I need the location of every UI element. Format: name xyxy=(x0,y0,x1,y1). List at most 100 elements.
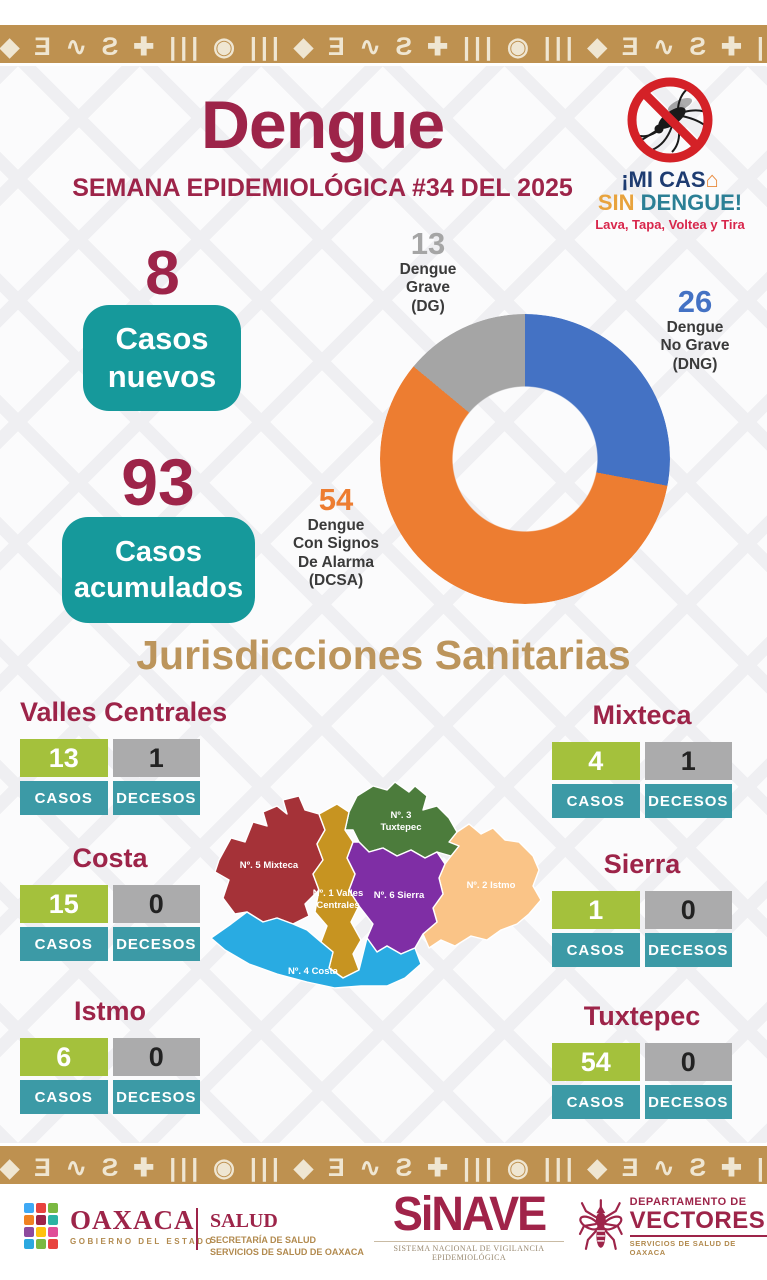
dcsa-line3: De Alarma xyxy=(297,553,375,571)
donut-label-dcsa: 54 Dengue Con Signos De Alarma (DCSA) xyxy=(278,482,394,591)
footer-divider xyxy=(196,1208,198,1250)
oaxaca-subtext: GOBIERNO DEL ESTADO xyxy=(70,1236,215,1246)
dg-value: 13 xyxy=(410,226,446,261)
campaign-line1: ¡MI CAS⌂ xyxy=(578,168,762,191)
jurisdiction-card-sierra: Sierra 1 0 CASOS DECESOS xyxy=(552,849,732,967)
mosquito-icon xyxy=(578,1198,623,1250)
new-cases-box: Casos nuevos xyxy=(83,305,241,411)
decesos-value: 0 xyxy=(644,891,732,929)
decorative-border-bottom: ◆ Ǝ ∿ Ƨ ✚ ||| ◉ ||| ◆ Ǝ ∿ Ƨ ✚ ||| ◉ ||| … xyxy=(0,1143,767,1187)
jurisdiction-name: Mixteca xyxy=(592,700,692,730)
dng-line3: (DNG) xyxy=(672,355,718,373)
vectores-line1: DEPARTAMENTO DE xyxy=(629,1196,747,1208)
jurisdiction-name: Valles Centrales xyxy=(20,697,228,727)
donut-chart xyxy=(380,314,670,604)
cumulative-cases-value: 93 xyxy=(121,445,195,519)
vectores-wordmark: VECTORES xyxy=(629,1207,766,1235)
decesos-value: 0 xyxy=(644,1043,732,1081)
jurisdiction-card-costa: Costa 15 0 CASOS DECESOS xyxy=(20,843,200,961)
map-label-valles-2: Centrales xyxy=(316,900,359,911)
dcsa-line1: Dengue xyxy=(307,516,365,534)
casos-value: 13 xyxy=(20,739,108,777)
map-label-valles-1: Nº. 1 Valles xyxy=(313,888,363,899)
jurisdiction-card-istmo: Istmo 6 0 CASOS DECESOS xyxy=(20,996,200,1114)
salud-logo: SALUD SECRETARÍA DE SALUD SERVICIOS DE S… xyxy=(210,1211,364,1258)
vectores-subtext: SERVICIOS DE SALUD DE OAXACA xyxy=(629,1235,767,1257)
sinave-caption: SISTEMA NACIONAL DE VIGILANCIA EPIDEMIOL… xyxy=(374,1241,564,1262)
map-label-mixteca: Nº. 5 Mixteca xyxy=(240,860,299,871)
jurisdictions-heading: Jurisdicciones Sanitarias xyxy=(136,632,631,678)
casos-value: 1 xyxy=(552,891,640,929)
cumulative-cases-label-line2: acumulados xyxy=(73,572,244,604)
casos-value: 6 xyxy=(20,1038,108,1076)
page-subtitle: SEMANA EPIDEMIOLÓGICA #34 DEL 2025 xyxy=(72,174,573,202)
oaxaca-wordmark: OAXACA xyxy=(70,1204,195,1235)
new-cases-value: 8 xyxy=(145,239,180,308)
casos-label: CASOS xyxy=(20,927,108,961)
salud-line1: SECRETARÍA DE SALUD xyxy=(210,1235,317,1245)
campaign-tagline: Lava, Tapa, Voltea y Tira xyxy=(595,217,745,233)
donut-label-dengue-grave: 13 Dengue Grave (DG) xyxy=(372,226,484,316)
decesos-label: DECESOS xyxy=(112,781,200,815)
house-icon: ⌂ xyxy=(705,167,719,192)
campaign-logo: ¡MI CAS⌂ SIN DENGUE! Lava, Tapa, Voltea … xyxy=(578,72,762,232)
dng-line2: No Grave xyxy=(660,337,730,355)
map-label-sierra: Nº. 6 Sierra xyxy=(374,890,425,901)
casos-value: 15 xyxy=(20,885,108,923)
decesos-label: DECESOS xyxy=(112,927,200,961)
casos-label: CASOS xyxy=(20,1080,108,1114)
dg-line2: Grave xyxy=(406,279,450,297)
salud-line2: SERVICIOS DE SALUD DE OAXACA xyxy=(210,1247,364,1258)
decesos-value: 1 xyxy=(644,742,732,780)
donut-label-dengue-no-grave: 26 Dengue No Grave (DNG) xyxy=(628,284,762,374)
campaign-line2: SIN DENGUE! xyxy=(578,191,762,214)
decesos-label: DECESOS xyxy=(644,1085,732,1119)
map-label-istmo: Nº. 2 Istmo xyxy=(467,880,516,891)
campaign-dengue-text: DENGUE! xyxy=(640,190,743,216)
decesos-value: 0 xyxy=(112,885,200,923)
casos-label: CASOS xyxy=(552,1085,640,1119)
casos-value: 4 xyxy=(552,742,640,780)
jurisdiction-name: Tuxtepec xyxy=(583,1001,701,1031)
dg-line3: (DG) xyxy=(411,297,445,315)
oaxaca-regions-map: Nº. 5 Mixteca Nº. 3 Tuxtepec Nº. 1 Valle… xyxy=(203,780,547,992)
salud-subtext: SECRETARÍA DE SALUD SERVICIOS DE SALUD D… xyxy=(210,1234,364,1258)
dcsa-value: 54 xyxy=(318,482,354,517)
jurisdiction-card-valles-centrales: Valles Centrales 13 1 CASOS DECESOS xyxy=(20,697,228,815)
campaign-mi-casa-text: ¡MI CAS xyxy=(621,167,706,192)
jurisdiction-name: Istmo xyxy=(73,996,146,1026)
dng-value: 26 xyxy=(677,284,713,319)
dng-line1: Dengue xyxy=(666,318,724,336)
dcsa-line2: Con Signos xyxy=(292,535,380,553)
jurisdiction-name: Costa xyxy=(72,843,148,873)
dg-line1: Dengue xyxy=(399,260,457,278)
casos-label: CASOS xyxy=(552,933,640,967)
jurisdiction-card-mixteca: Mixteca 4 1 CASOS DECESOS xyxy=(552,700,732,818)
casos-label: CASOS xyxy=(552,784,640,818)
oaxaca-government-logo: OAXACA GOBIERNO DEL ESTADO xyxy=(24,1203,214,1249)
map-label-tuxtepec-1: Nº. 3 xyxy=(391,810,412,821)
cumulative-cases-label-line1: Casos xyxy=(114,535,203,568)
page-title: Dengue xyxy=(200,87,445,163)
decorative-border-top: ◆ Ǝ ∿ Ƨ ✚ ||| ◉ ||| ◆ Ǝ ∿ Ƨ ✚ ||| ◉ ||| … xyxy=(0,22,767,66)
decesos-label: DECESOS xyxy=(644,784,732,818)
dcsa-line4: (DCSA) xyxy=(308,572,364,590)
campaign-sin-text: SIN xyxy=(597,190,641,216)
jurisdiction-name: Sierra xyxy=(603,849,681,879)
map-region-costa xyxy=(210,911,422,989)
vectores-logo: DEPARTAMENTO DE VECTORES SERVICIOS DE SA… xyxy=(578,1196,767,1257)
casos-label: CASOS xyxy=(20,781,108,815)
decesos-label: DECESOS xyxy=(644,933,732,967)
jurisdiction-card-tuxtepec: Tuxtepec 54 0 CASOS DECESOS xyxy=(552,1001,732,1119)
sinave-logo: SiNAVE SISTEMA NACIONAL DE VIGILANCIA EP… xyxy=(374,1185,564,1262)
decesos-value: 0 xyxy=(112,1038,200,1076)
new-cases-label-line2: nuevos xyxy=(107,359,217,394)
new-cases-label-line1: Casos xyxy=(115,321,209,357)
no-mosquito-icon xyxy=(627,77,713,163)
salud-wordmark: SALUD xyxy=(210,1210,278,1232)
map-label-costa: Nº. 4 Costa xyxy=(288,966,339,977)
sinave-wordmark: SiNAVE xyxy=(392,1185,547,1242)
decesos-label: DECESOS xyxy=(112,1080,200,1114)
map-label-tuxtepec-2: Tuxtepec xyxy=(380,822,421,833)
